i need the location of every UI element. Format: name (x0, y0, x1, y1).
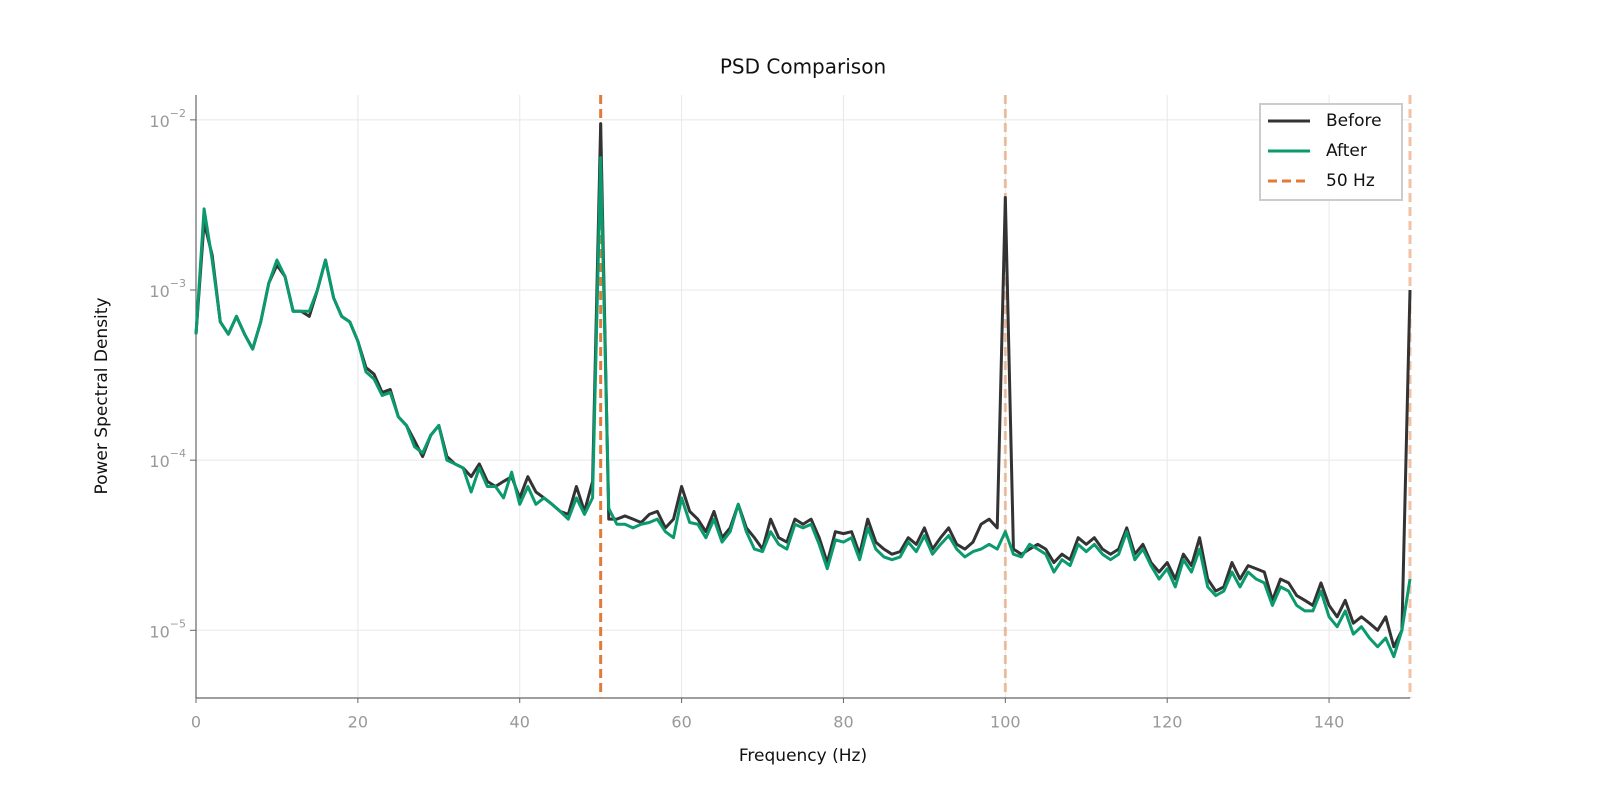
y-tick-base: 10 (149, 111, 169, 130)
y-tick-exponent: −3 (170, 277, 186, 290)
y-tick-label: 10−2 (149, 107, 186, 131)
x-tick-label: 120 (1152, 713, 1183, 732)
series-line (194, 156, 1412, 659)
x-tick-label: 60 (671, 713, 691, 732)
y-tick-base: 10 (149, 282, 169, 301)
y-tick-label: 10−5 (149, 617, 186, 641)
y-tick-exponent: −4 (170, 447, 186, 460)
y-tick-label: 10−3 (149, 277, 186, 301)
x-tick-label: 20 (348, 713, 368, 732)
y-tick-base: 10 (149, 622, 169, 641)
y-tick-label: 10−4 (149, 447, 186, 471)
y-tick-exponent: −2 (170, 107, 186, 120)
legend: Before After 50 Hz (1259, 103, 1403, 201)
chart-title: PSD Comparison (720, 55, 886, 79)
x-tick-label: 0 (191, 713, 201, 732)
y-axis-label: Power Spectral Density (92, 297, 112, 494)
x-tick-label: 40 (510, 713, 530, 732)
x-tick-label: 100 (990, 713, 1021, 732)
x-axis-label: Frequency (Hz) (739, 746, 867, 766)
x-tick-label: 140 (1314, 713, 1345, 732)
legend-label: After (1326, 141, 1367, 161)
legend-label: Before (1326, 111, 1382, 131)
x-tick-label: 80 (833, 713, 853, 732)
y-tick-exponent: −5 (170, 617, 186, 630)
y-tick-base: 10 (149, 452, 169, 471)
legend-label: 50 Hz (1326, 171, 1375, 191)
